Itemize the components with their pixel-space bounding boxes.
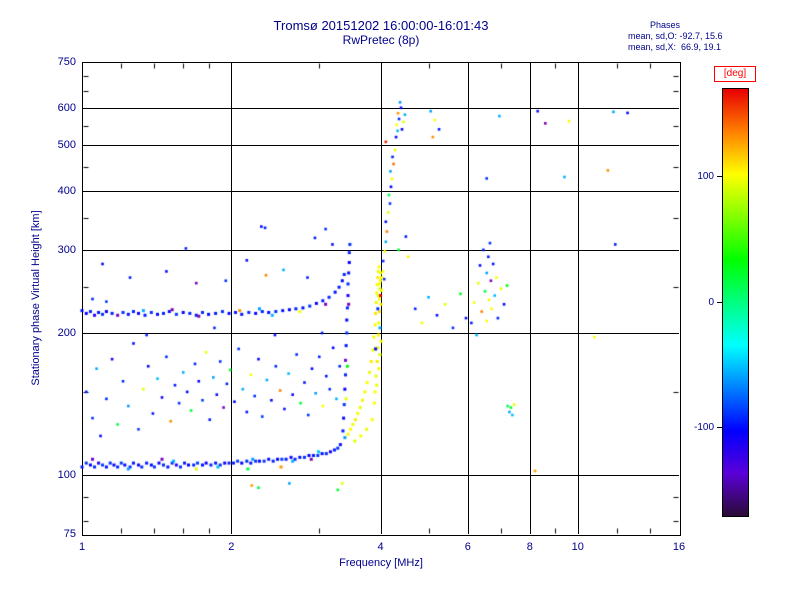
x-axis-label: Frequency [MHz] xyxy=(339,557,423,569)
phase-stats-header: Phases xyxy=(650,20,681,30)
colorbar-tick-label--100: -100 xyxy=(693,422,714,434)
x-tick-label-10: 10 xyxy=(571,541,584,553)
colorbar-tick-mark--100 xyxy=(717,427,722,428)
chart-subtitle: RwPretec (8p) xyxy=(342,33,420,47)
x-tick-label-2: 2 xyxy=(228,541,235,553)
y-tick-label-750: 750 xyxy=(57,56,76,68)
phase-stats: Phases mean, sd,O: -92.7, 15.6 mean, sd,… xyxy=(628,20,798,53)
colorbar-tick-mark-100 xyxy=(717,176,722,177)
y-tick-label-600: 600 xyxy=(57,101,76,114)
phase-stats-x-line: mean, sd,X: 66.9, 19.1 xyxy=(628,42,722,52)
y-tick-label-100: 100 xyxy=(57,469,76,482)
y-axis-label: Stationary phase Virtual Height [km] xyxy=(30,210,42,386)
colorbar-tick-label-0: 0 xyxy=(708,296,714,308)
x-tick-label-8: 8 xyxy=(526,541,533,553)
x-tick-label-6: 6 xyxy=(464,541,471,553)
y-tick-label-500: 500 xyxy=(57,139,76,152)
x-tick-label-1: 1 xyxy=(78,541,86,553)
colorbar-tick-label-100: 100 xyxy=(697,170,714,182)
y-tick-label-75: 75 xyxy=(63,528,76,540)
y-tick-label-200: 200 xyxy=(57,326,76,339)
colorbar-unit-label: [deg] xyxy=(714,66,756,82)
colorbar-tick-mark-0 xyxy=(717,302,722,303)
y-tick-label-300: 300 xyxy=(57,243,76,256)
chart-title: Tromsø 20151202 16:00:00-16:01:43 xyxy=(273,18,489,33)
x-tick-label-4: 4 xyxy=(377,541,384,553)
phase-stats-o-line: mean, sd,O: -92.7, 15.6 xyxy=(628,31,723,41)
x-tick-label-16: 16 xyxy=(672,541,686,553)
y-tick-label-400: 400 xyxy=(57,184,76,197)
